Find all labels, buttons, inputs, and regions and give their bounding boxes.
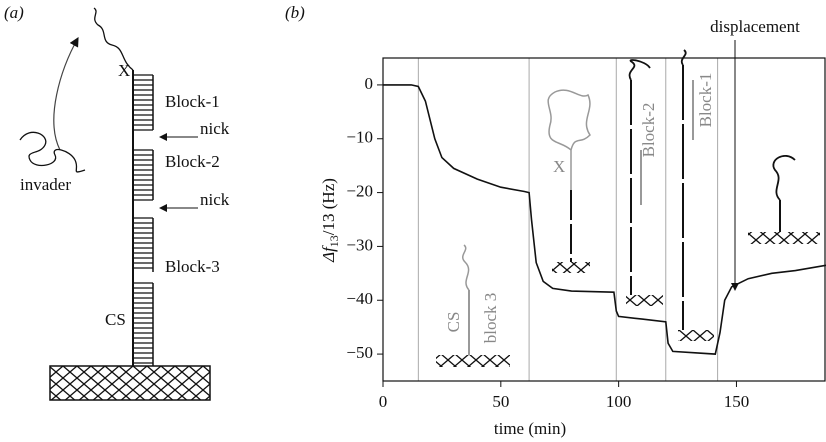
y-tick-label: −30 [346, 235, 373, 254]
block-label: Block-2 [165, 152, 220, 171]
plot-frame [382, 57, 826, 382]
inset-label: Block-2 [639, 103, 658, 158]
panel-label: (a) [4, 3, 24, 22]
block-label: Block-1 [165, 92, 220, 111]
annotation: displacement [710, 17, 800, 36]
inset-label: X [553, 157, 565, 176]
y-tick-label: −10 [346, 128, 373, 147]
nick-label: nick [200, 190, 230, 209]
y-tick-label: −20 [346, 181, 373, 200]
x-tick-label: 0 [379, 392, 388, 411]
x-axis-label: time (min) [494, 419, 566, 438]
block-label: Block-3 [165, 257, 220, 276]
x-tick-label: 150 [724, 392, 750, 411]
y-tick-label: 0 [365, 74, 374, 93]
x-tick-label: 50 [492, 392, 509, 411]
x-tick-label: 100 [606, 392, 632, 411]
inset-label: Block-1 [696, 73, 715, 128]
panel-b: (b) time (min) Δf13/13 (Hz) displacement… [285, 3, 826, 438]
panel-label: (b) [285, 3, 305, 22]
invader-label: invader [20, 175, 71, 194]
x-label: X [118, 61, 130, 80]
data-line [383, 84, 826, 355]
cs-label: CS [105, 310, 126, 329]
nick-label: nick [200, 119, 230, 138]
inset-label: CS [444, 312, 463, 333]
y-tick-label: −40 [346, 289, 373, 308]
panel-a: (a) X Block-1 Block-2 Block-3 nick nick … [4, 3, 230, 401]
inset-label: block 3 [481, 293, 500, 344]
y-tick-label: −50 [346, 343, 373, 362]
y-axis-label: Δf13/13 (Hz) [319, 178, 341, 263]
